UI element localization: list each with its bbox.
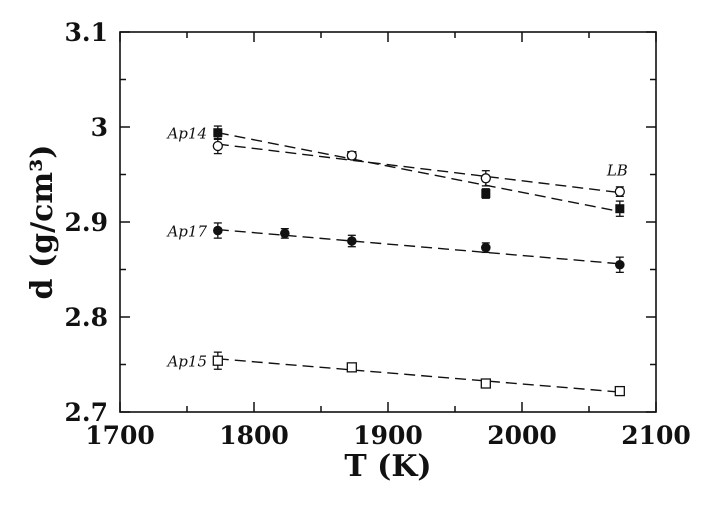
x-tick-label: 2100 — [621, 421, 691, 450]
x-tick-label: 1800 — [219, 421, 289, 450]
fit-lines — [217, 132, 620, 393]
y-tick-label: 2.9 — [65, 208, 109, 237]
point-ap15 — [614, 385, 625, 397]
y-tick-label: 3.1 — [65, 18, 109, 47]
y-tick-label: 2.8 — [65, 303, 109, 332]
series-label-ap15: Ap15 — [165, 353, 207, 371]
point-ap14 — [213, 128, 223, 138]
data-points — [212, 125, 625, 397]
x-tick-label: 2000 — [487, 421, 557, 450]
fit-line-ap15 — [217, 358, 620, 393]
point-ap14 — [481, 189, 491, 198]
point-ap15 — [480, 378, 491, 389]
point-ap17 — [347, 236, 357, 246]
axis-ticks — [119, 31, 657, 413]
point-ap14 — [615, 204, 625, 214]
x-tick-label: 1700 — [85, 421, 155, 450]
y-tick-label: 2.7 — [65, 398, 109, 427]
series-labels: Ap14 LB Ap17 Ap15 — [165, 125, 627, 371]
x-tick-label: 1900 — [353, 421, 423, 450]
series-label-ap14: Ap14 — [165, 125, 207, 143]
point-ap17 — [615, 259, 625, 270]
series-label-ap17: Ap17 — [165, 223, 207, 241]
point-ap15 — [212, 355, 223, 366]
point-lb — [614, 186, 625, 197]
axis-tick-labels: 1700 1800 1900 2000 2100 2.7 2.8 2.9 3 3.1 — [65, 18, 691, 450]
y-tick-label: 3 — [91, 113, 108, 142]
point-lb — [212, 140, 223, 152]
x-axis-title: T (K) — [344, 449, 431, 484]
point-lb — [480, 173, 491, 184]
y-axis-title: d (g/cm³) — [25, 145, 60, 300]
point-ap17 — [280, 228, 290, 239]
series-label-lb: LB — [606, 162, 628, 180]
fit-line-ap17 — [217, 228, 620, 265]
point-ap17 — [213, 225, 223, 236]
fit-line-ap14 — [217, 132, 620, 213]
point-ap17 — [481, 242, 491, 253]
fit-line-lb — [217, 143, 620, 194]
point-ap15 — [346, 362, 357, 373]
point-lb — [346, 150, 357, 161]
